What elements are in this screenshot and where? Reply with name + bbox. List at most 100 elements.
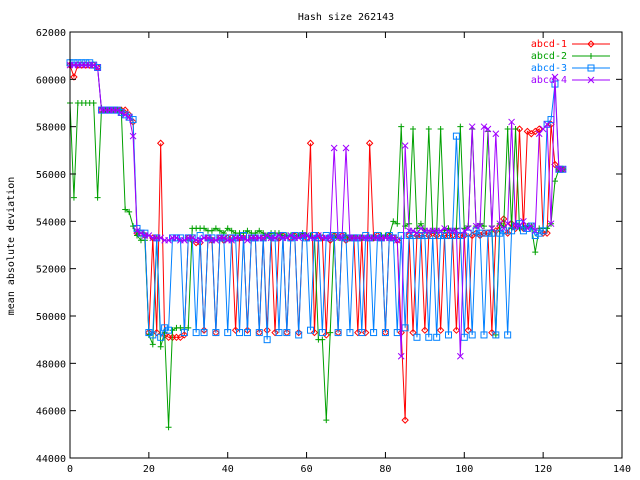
legend-marker-abcd-3 xyxy=(587,64,595,72)
data-point-abcd-1 xyxy=(421,326,429,334)
data-point-abcd-3 xyxy=(441,232,449,240)
data-point-abcd-3 xyxy=(334,329,342,337)
data-point-abcd-3 xyxy=(445,331,453,339)
data-point-abcd-2 xyxy=(532,249,539,256)
data-point-abcd-4 xyxy=(157,234,165,242)
y-axis-label: mean absolute deviation xyxy=(6,177,17,315)
data-point-abcd-3 xyxy=(137,229,145,237)
data-point-abcd-3 xyxy=(484,229,492,237)
data-point-abcd-4 xyxy=(113,106,121,114)
data-point-abcd-3 xyxy=(437,232,445,240)
data-point-abcd-1 xyxy=(322,331,330,339)
axes: 0 20 40 60 80 100 120 140 44000 46000 48000 50000 52… xyxy=(36,28,631,475)
data-point-abcd-3 xyxy=(346,329,354,337)
y-tick-label: 48000 xyxy=(36,359,66,370)
series-abcd-2 xyxy=(67,100,566,431)
data-point-abcd-4 xyxy=(559,165,567,173)
data-point-abcd-4 xyxy=(165,236,172,244)
data-point-abcd-1 xyxy=(515,125,524,133)
data-point-abcd-4 xyxy=(133,227,141,235)
data-point-abcd-3 xyxy=(330,232,338,240)
x-tick-label: 60 xyxy=(301,464,313,475)
data-point-abcd-4 xyxy=(259,234,267,242)
data-point-abcd-2 xyxy=(185,324,192,331)
data-point-abcd-3 xyxy=(196,232,204,240)
data-point-abcd-4 xyxy=(543,120,551,128)
data-point-abcd-4 xyxy=(283,234,291,242)
data-point-abcd-2 xyxy=(70,194,77,201)
data-point-abcd-3 xyxy=(531,232,539,240)
data-point-abcd-4 xyxy=(330,144,338,152)
data-point-abcd-4 xyxy=(303,232,310,239)
data-point-abcd-3 xyxy=(409,232,417,240)
data-point-abcd-4 xyxy=(488,225,496,232)
data-point-abcd-4 xyxy=(409,227,417,235)
data-point-abcd-3 xyxy=(283,329,291,337)
data-point-abcd-2 xyxy=(551,178,558,185)
data-point-abcd-2 xyxy=(216,227,223,234)
y-tick-label: 54000 xyxy=(36,217,66,228)
data-point-abcd-4 xyxy=(516,222,523,230)
data-point-abcd-4 xyxy=(524,225,531,232)
data-point-abcd-3 xyxy=(425,333,433,341)
x-tick-label: 80 xyxy=(379,464,391,475)
y-tick-label: 52000 xyxy=(36,265,66,276)
data-point-abcd-3 xyxy=(149,331,157,339)
data-point-abcd-2 xyxy=(90,100,97,106)
data-point-abcd-3 xyxy=(236,329,244,337)
data-point-abcd-4 xyxy=(539,125,547,133)
data-point-abcd-4 xyxy=(338,234,346,242)
data-point-abcd-2 xyxy=(212,225,219,232)
data-point-abcd-4 xyxy=(263,232,271,239)
data-point-abcd-4 xyxy=(204,234,212,242)
data-point-abcd-4 xyxy=(468,123,476,131)
series-layer xyxy=(66,59,567,431)
data-point-abcd-3 xyxy=(456,232,464,240)
data-point-abcd-2 xyxy=(437,126,444,133)
data-point-abcd-2 xyxy=(425,126,432,133)
data-point-abcd-1 xyxy=(70,73,78,81)
data-point-abcd-2 xyxy=(327,329,334,336)
data-point-abcd-4 xyxy=(547,220,555,228)
data-point-abcd-1 xyxy=(365,139,374,147)
series-line-abcd-1 xyxy=(69,64,563,421)
data-point-abcd-4 xyxy=(508,118,515,126)
data-point-abcd-3 xyxy=(496,229,504,237)
data-point-abcd-3 xyxy=(397,232,405,240)
series-abcd-1 xyxy=(66,61,567,424)
data-point-abcd-3 xyxy=(243,329,251,337)
data-point-abcd-4 xyxy=(389,234,397,242)
series-line-abcd-4 xyxy=(70,64,563,357)
data-point-abcd-2 xyxy=(410,126,417,133)
data-point-abcd-3 xyxy=(488,229,496,237)
data-point-abcd-2 xyxy=(244,227,251,234)
data-point-abcd-4 xyxy=(437,227,444,235)
data-point-abcd-1 xyxy=(543,229,551,237)
data-point-abcd-3 xyxy=(472,227,480,235)
data-point-abcd-3 xyxy=(421,232,429,240)
data-point-abcd-2 xyxy=(323,417,330,424)
x-tick-label: 100 xyxy=(455,464,473,475)
data-point-abcd-3 xyxy=(200,329,208,337)
data-point-abcd-4 xyxy=(295,234,303,242)
data-point-abcd-4 xyxy=(315,232,322,239)
data-point-abcd-2 xyxy=(201,225,208,232)
data-point-abcd-3 xyxy=(476,229,484,237)
legend-label-abcd-3: abcd-3 xyxy=(531,63,567,74)
data-point-abcd-4 xyxy=(484,125,492,133)
data-point-abcd-1 xyxy=(271,328,279,337)
data-point-abcd-3 xyxy=(255,329,263,337)
data-point-abcd-3 xyxy=(121,111,129,119)
data-point-abcd-1 xyxy=(464,326,472,334)
legend-label-abcd-2: abcd-2 xyxy=(531,51,567,62)
data-point-abcd-4 xyxy=(464,225,472,232)
data-point-abcd-4 xyxy=(271,234,279,242)
data-point-abcd-1 xyxy=(535,125,543,133)
data-point-abcd-4 xyxy=(397,352,405,360)
data-point-abcd-3 xyxy=(192,329,200,337)
data-point-abcd-4 xyxy=(287,232,295,239)
data-point-abcd-3 xyxy=(165,326,173,334)
data-point-abcd-2 xyxy=(394,220,401,227)
data-point-abcd-2 xyxy=(481,223,487,230)
data-point-abcd-3 xyxy=(180,329,188,337)
